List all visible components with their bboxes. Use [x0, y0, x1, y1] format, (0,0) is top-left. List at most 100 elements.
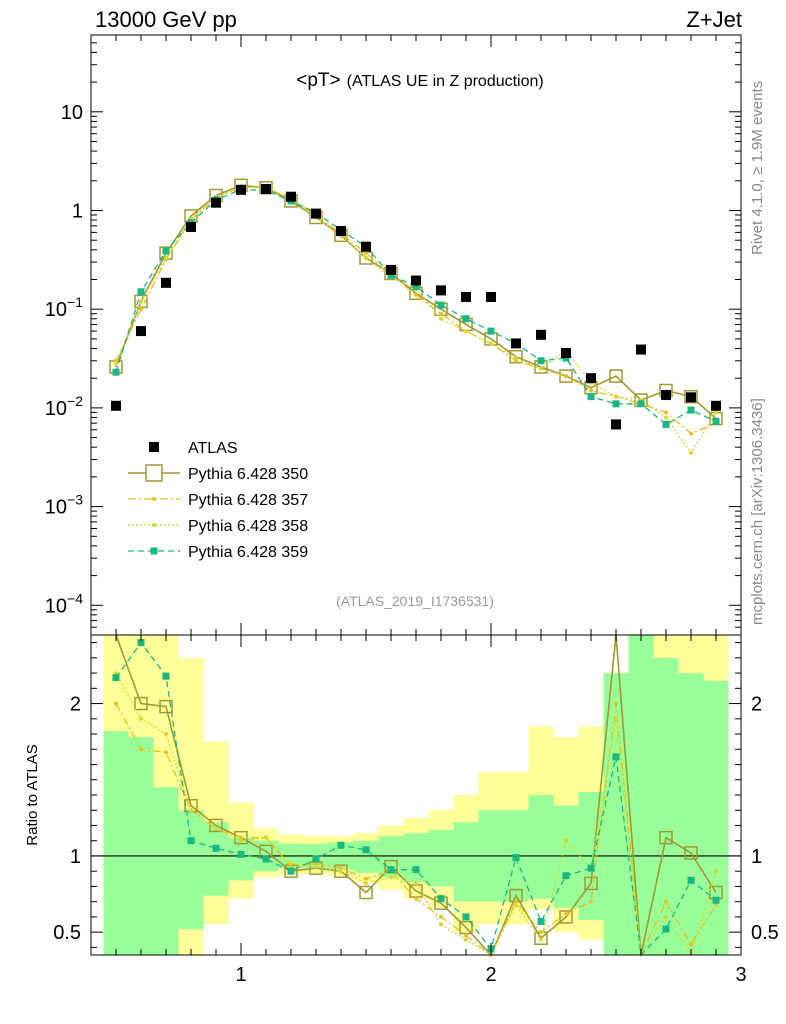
ratio-band-green [103, 635, 729, 955]
atlas-data-point [311, 208, 321, 219]
main-y-tick-base: 1 [72, 200, 83, 222]
series-marker [712, 417, 720, 425]
series-marker [137, 639, 145, 647]
series-line [115, 186, 717, 435]
main-y-tick-base: 10 [61, 102, 83, 124]
series-marker [589, 899, 593, 904]
series-marker [239, 838, 243, 843]
main-series-358 [114, 185, 718, 455]
series-marker [114, 361, 118, 366]
atlas-data-point [211, 197, 221, 208]
main-series [109, 178, 723, 455]
atlas-data-point [411, 275, 421, 286]
series-marker [464, 329, 468, 334]
series-marker [559, 369, 573, 383]
series-marker [412, 866, 420, 874]
series-marker [612, 753, 620, 761]
series-marker [462, 913, 470, 921]
series-marker [364, 256, 368, 261]
atlas-data-point [686, 392, 696, 403]
atlas-data-point [561, 347, 571, 358]
series-marker [412, 282, 420, 290]
legend-marker [152, 523, 156, 527]
series-marker [239, 835, 243, 840]
series-marker [137, 288, 145, 296]
series-marker [164, 732, 168, 737]
atlas-data-point [586, 373, 596, 384]
ratio-y-tick-label-right: 2 [751, 694, 762, 716]
series-marker [437, 895, 445, 903]
main-title-sub: (ATLAS UE in Z production) [347, 73, 544, 90]
main-x-ticks [115, 35, 717, 635]
series-marker [312, 855, 320, 863]
header-right: Z+Jet [686, 7, 742, 32]
main-series-350 [109, 178, 723, 426]
series-marker [689, 431, 693, 436]
legend-marker [145, 464, 163, 482]
atlas-data-point [461, 291, 471, 302]
series-marker [587, 393, 595, 401]
series-line [115, 184, 717, 420]
legend-label: Pythia 6.428 357 [188, 492, 308, 509]
atlas-data-point [661, 390, 671, 401]
series-marker [564, 911, 568, 916]
series-marker [387, 271, 395, 279]
series-marker [162, 672, 170, 680]
series-marker [687, 406, 695, 414]
atlas-data-point [511, 338, 521, 349]
legend-label: Pythia 6.428 358 [188, 518, 308, 535]
series-marker [159, 699, 173, 714]
series-marker [139, 747, 143, 752]
main-y-tick-base: 10 [45, 398, 67, 420]
series-marker [187, 837, 195, 845]
ratio-y-axis: 0.5 0.5 1 1 2 2 [53, 642, 779, 948]
series-marker [514, 356, 518, 361]
series-marker [334, 864, 348, 878]
main-y-tick-exponent: −4 [67, 590, 83, 606]
main-y-tick-label: 10 [61, 102, 83, 124]
header-left: 13000 GeV pp [95, 7, 237, 32]
series-marker [664, 914, 668, 919]
atlas-data-point [711, 400, 721, 411]
ratio-x-tick-label: 2 [485, 964, 496, 986]
series-marker [264, 835, 268, 840]
series-marker [439, 316, 443, 321]
series-marker [114, 701, 118, 706]
series-marker [362, 846, 370, 854]
analysis-tag: (ATLAS_2019_I1736531) [336, 593, 494, 609]
series-marker [414, 896, 418, 901]
ratio-y-tick-label: 1 [70, 846, 81, 868]
atlas-data-point [261, 184, 271, 195]
atlas-data-point [361, 241, 371, 252]
atlas-data-point [136, 326, 146, 337]
series-marker [612, 400, 620, 408]
series-marker [562, 354, 570, 362]
series-marker [139, 299, 143, 304]
series-marker [512, 853, 520, 861]
series-marker [262, 855, 270, 863]
mcplots-label: mcplots.cern.ch [arXiv:1306.3436] [749, 398, 766, 625]
series-marker [564, 374, 568, 379]
legend-marker-atlas [149, 442, 159, 452]
series-marker [614, 701, 618, 706]
series-marker [414, 292, 418, 297]
series-marker [364, 251, 368, 256]
series-marker [539, 366, 543, 371]
series-marker [537, 357, 545, 365]
main-title-label: <pT> [296, 70, 340, 91]
atlas-data-point [236, 184, 246, 195]
ratio-ylabel: Ratio to ATLAS [24, 744, 41, 845]
rivet-label: Rivet 4.1.0, ≥ 1.9M events [749, 81, 766, 255]
legend-label: Pythia 6.428 359 [188, 544, 308, 561]
series-marker [464, 933, 468, 938]
series-marker [539, 937, 543, 942]
legend: ATLAS Pythia 6.428 350 Pythia 6.428 357 Pyt… [128, 440, 308, 561]
atlas-data-point [636, 344, 646, 355]
series-marker [389, 875, 393, 880]
series-marker [559, 910, 573, 924]
series-marker [134, 696, 148, 711]
series-marker [287, 867, 295, 875]
series-marker [664, 899, 668, 904]
